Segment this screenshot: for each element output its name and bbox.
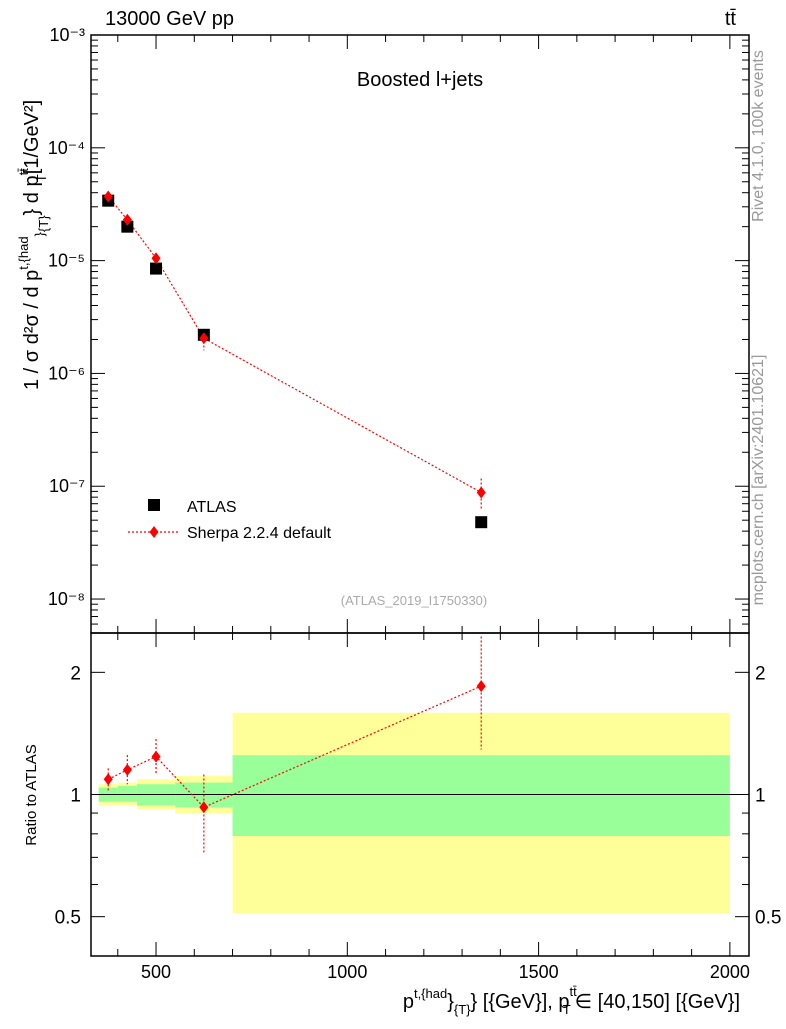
ratio-ytick-label-left-0.5: 0.5 <box>55 908 81 929</box>
ratio-panel: Ratio to ATLAS pt,{had}{T}} [{GeV}], ptt… <box>23 632 781 1017</box>
ylabel-end-sub: T <box>34 174 49 182</box>
xtick-label-1000: 1000 <box>327 962 367 982</box>
chart-title: Boosted l+jets <box>357 69 483 91</box>
sherpa-line <box>107 196 482 494</box>
ylabel-mid: {T} <box>36 215 51 232</box>
ratio-ylabel: Ratio to ATLAS <box>23 744 40 845</box>
xlabel-rest: } [{GeV}], p <box>471 991 570 1013</box>
main-panel: Boosted l+jets (ATLAS_2019_I1750330) 1 /… <box>16 25 750 634</box>
ylabel-sup: t,{had <box>16 236 31 269</box>
xlabel-sup: t,{had <box>414 986 447 1001</box>
legend-atlas-marker <box>148 499 160 511</box>
band-inner-1 <box>117 785 137 802</box>
atlas-point-4 <box>475 516 488 529</box>
xlabel-sub2: T <box>563 1002 571 1017</box>
legend-atlas-label: ATLAS <box>187 499 237 516</box>
rivet-label: Rivet 4.1.0, 100k events <box>750 50 767 222</box>
band-inner-4 <box>232 755 730 837</box>
main-ylabel: 1 / σ d²σ / d pt,{had}{T}} d ptt̄T[1/GeV… <box>16 100 51 390</box>
xlabel-sub: } <box>447 991 454 1013</box>
atlas-point-2 <box>150 262 163 275</box>
ylabel-sub: } <box>32 231 47 236</box>
process-label: tt̄ <box>725 8 737 30</box>
ratio-point-1 <box>122 763 132 776</box>
ylabel-main: 1 / σ d²σ / d p <box>21 270 43 390</box>
atlas-point-1 <box>121 220 134 233</box>
analysis-id: (ATLAS_2019_I1750330) <box>341 593 487 608</box>
sherpa-point-2 <box>151 252 161 265</box>
xtick-label-2000: 2000 <box>710 962 750 982</box>
main-ytick-label--6: 10⁻⁶ <box>48 363 85 383</box>
main-ytick-label--4: 10⁻⁴ <box>48 138 85 158</box>
legend-sherpa-label: Sherpa 2.2.4 default <box>187 525 332 542</box>
sherpa-point-4 <box>476 486 486 499</box>
ylabel-unit: [1/GeV²] <box>21 100 43 174</box>
ratio-ytick-label-right-0.5: 0.5 <box>755 908 781 929</box>
sherpa-point-1 <box>122 213 132 226</box>
ratio-ytick-label-right-1: 1 <box>755 786 766 807</box>
main-frame <box>90 34 750 634</box>
ratio-point-2 <box>151 750 161 763</box>
ratio-point-4 <box>476 680 486 693</box>
sherpa-point-0 <box>103 190 113 203</box>
svg-text:1 / σ d²σ / d pt,{had}{T}} d p: 1 / σ d²σ / d pt,{had}{T}} d ptt̄T[1/GeV… <box>16 100 51 390</box>
main-ytick-label--3: 10⁻³ <box>49 25 85 45</box>
legend-sherpa-marker <box>149 526 159 538</box>
main-ytick-label--5: 10⁻⁵ <box>48 251 85 271</box>
main-ytick-label--8: 10⁻⁸ <box>48 589 85 609</box>
sherpa-point-3 <box>199 332 209 345</box>
legend: ATLAS Sherpa 2.2.4 default <box>128 499 332 542</box>
xtick-label-1500: 1500 <box>519 962 559 982</box>
main-ytick-label--7: 10⁻⁷ <box>49 476 85 496</box>
ratio-ytick-label-right-2: 2 <box>755 663 766 684</box>
xlabel-main: p <box>403 991 414 1013</box>
ratio-point-3 <box>199 801 209 814</box>
mcplots-label: mcplots.cern.ch [arXiv:2401.10621] <box>750 355 767 606</box>
ratio-point-0 <box>103 773 113 786</box>
ratio-xlabel: pt,{had}{T}} [{GeV}], ptt̄ T ∈ [40,150] [{… <box>403 984 740 1017</box>
xlabel-mid: {T} <box>454 1002 471 1017</box>
xlabel-end: ∈ [40,150] [{GeV}] <box>575 991 740 1013</box>
ratio-ytick-label-left-2: 2 <box>70 663 81 684</box>
ratio-ytick-label-left-1: 1 <box>70 786 81 807</box>
energy-label: 13000 GeV pp <box>105 8 234 30</box>
xtick-label-500: 500 <box>141 962 171 982</box>
ylabel-end: } d p <box>21 175 43 215</box>
xlabel-sup2: tt̄ <box>570 984 578 999</box>
ylabel-end-sup: tt̄ <box>16 168 31 176</box>
